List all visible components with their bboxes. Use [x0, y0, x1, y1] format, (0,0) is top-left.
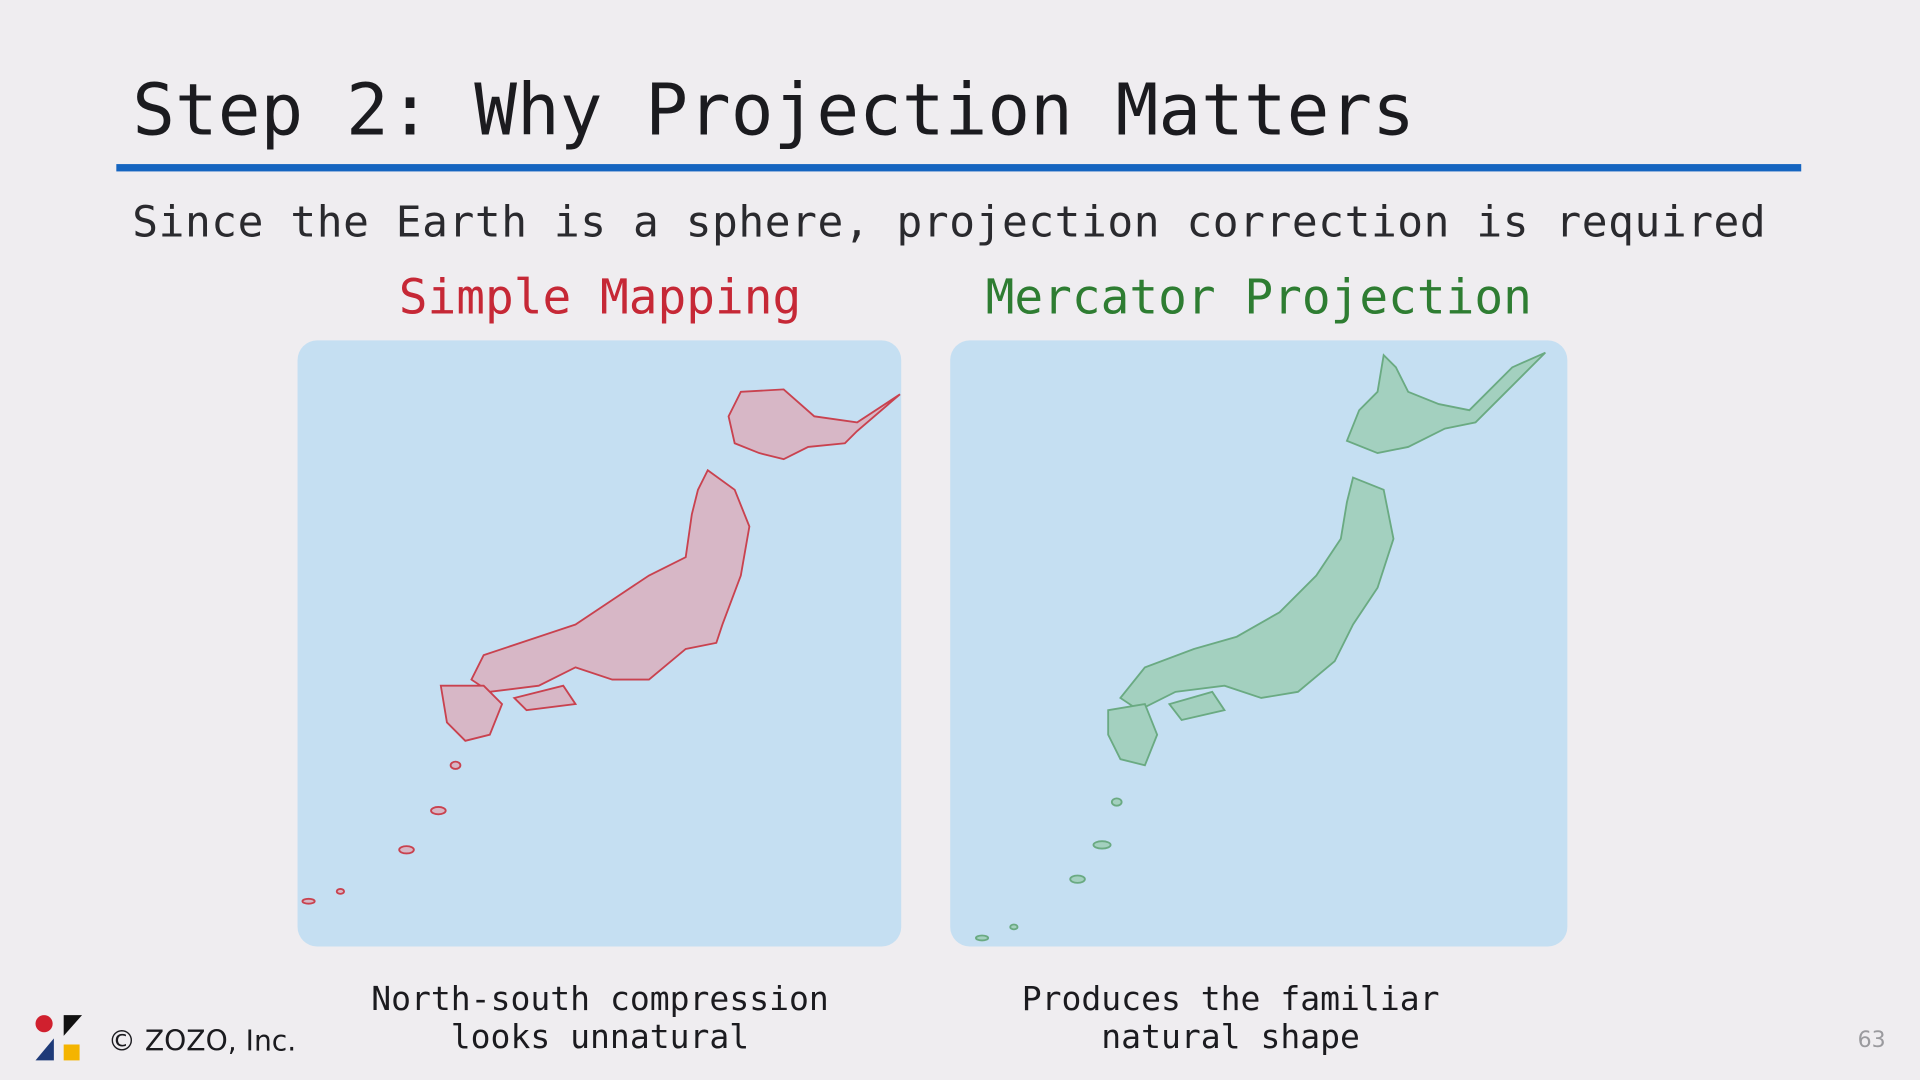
- panel-heading: Simple Mapping: [399, 270, 801, 325]
- caption: North-south compression: [371, 979, 829, 1018]
- copyright: © ZOZO, Inc.: [108, 1025, 297, 1058]
- map-mercator: [975, 351, 1546, 942]
- page-number: 63: [1858, 1028, 1886, 1053]
- panel-heading: Mercator Projection: [986, 270, 1532, 325]
- subtitle: Since the Earth is a sphere, projection …: [132, 197, 1765, 247]
- map-simple: [301, 388, 901, 905]
- title-rule: [116, 164, 1802, 172]
- title: Step 2: Why Projection Matters: [132, 69, 1415, 152]
- caption: natural shape: [1101, 1017, 1360, 1056]
- caption: Produces the familiar: [1022, 979, 1440, 1018]
- caption: looks unnatural: [451, 1017, 749, 1056]
